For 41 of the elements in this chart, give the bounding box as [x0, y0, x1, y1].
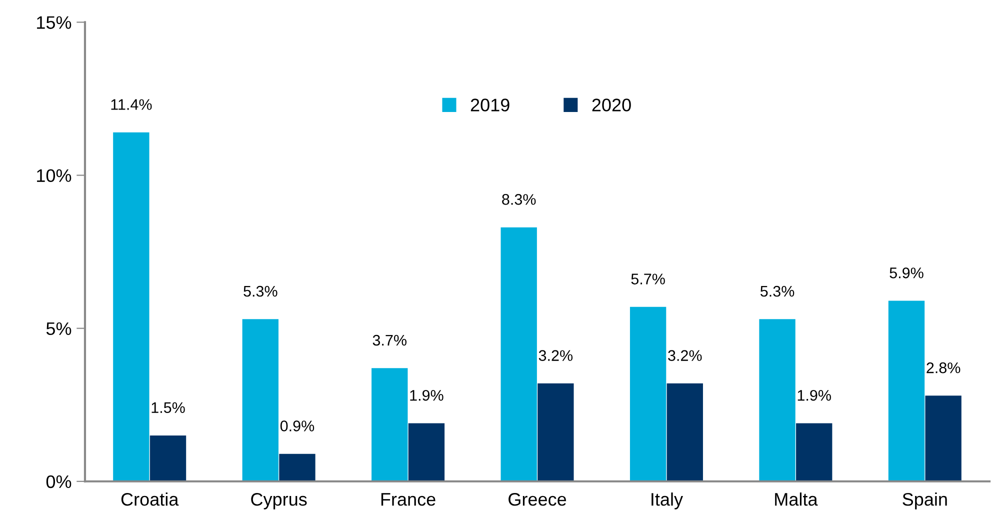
data-label: 3.2%: [668, 350, 702, 361]
bar: [113, 132, 150, 482]
data-label: 0.9%: [280, 420, 314, 432]
bar: [925, 396, 962, 482]
data-label: 5.3%: [760, 286, 794, 297]
x-tick-label: France: [381, 493, 436, 506]
bar: [888, 300, 925, 482]
x-tick-label: Croatia: [121, 492, 179, 506]
bar: [630, 306, 666, 482]
y-tick-label: 10%: [37, 169, 72, 182]
x-tick-label: Spain: [902, 492, 947, 510]
bar: [279, 454, 316, 482]
bar: [242, 319, 278, 482]
data-label: 3.2%: [538, 350, 573, 361]
bar: [538, 383, 574, 482]
data-label: 1.9%: [410, 390, 444, 401]
bar: [408, 423, 445, 482]
data-label: 2.8%: [926, 362, 960, 374]
data-label: 1.9%: [798, 390, 831, 401]
data-label: 1.5%: [152, 402, 185, 414]
x-tick-label: Malta: [775, 492, 818, 506]
bar: [666, 383, 703, 482]
bar: [796, 423, 832, 482]
bar: [759, 319, 796, 482]
bar: [500, 227, 537, 482]
y-tick-label: 15%: [37, 16, 72, 29]
x-tick-label: Italy: [652, 492, 683, 510]
y-tick-label: 5%: [46, 322, 72, 336]
bar: [150, 435, 186, 482]
legend-label: 2020: [592, 98, 631, 112]
data-label: 3.7%: [372, 334, 406, 346]
legend-label: 2019: [470, 98, 510, 112]
data-label: 5.7%: [631, 274, 665, 284]
data-label: 11.4%: [111, 99, 152, 110]
x-tick-label: Greece: [508, 492, 566, 506]
data-label: 8.3%: [502, 194, 536, 205]
y-tick-label: 0%: [46, 475, 72, 488]
bar: [372, 368, 408, 482]
data-label: 5.3%: [244, 286, 278, 297]
x-tick-label: Cyprus: [251, 492, 307, 510]
data-label: 5.9%: [890, 268, 924, 278]
